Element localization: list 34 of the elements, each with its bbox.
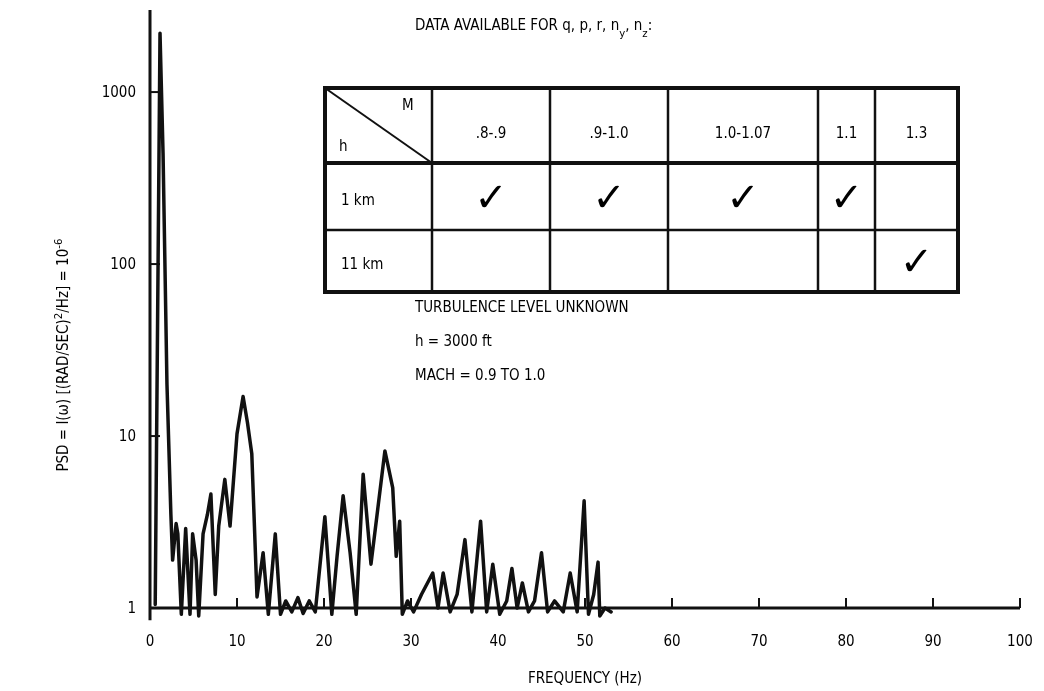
y-tick-label: 10 [118, 427, 136, 446]
category-label: 1 km [341, 190, 375, 209]
y-tick-label: 100 [110, 255, 136, 274]
x-tick-label: 50 [576, 632, 594, 651]
x-tick-label: 20 [315, 632, 333, 651]
category-label: .8-.9 [475, 123, 507, 142]
x-tick-label: 30 [402, 632, 420, 651]
y-tick-label: 1 [127, 599, 136, 618]
category-label: 11 km [341, 255, 384, 273]
x-tick-label: 40 [489, 632, 507, 651]
text: M [402, 96, 414, 114]
category-label: .9-1.0 [589, 123, 629, 142]
category-label: 1.1 [835, 123, 858, 142]
text: ✓ [474, 173, 508, 220]
y-tick-label: 1000 [101, 83, 136, 102]
category-label: 1.0-1.07 [714, 123, 772, 142]
x-axis-title: FREQUENCY (Hz) [527, 669, 643, 687]
annotation: h = 3000 ft [415, 332, 492, 350]
x-tick-label: 90 [924, 632, 942, 651]
text: ✓ [726, 173, 760, 220]
category-label: 1.3 [905, 123, 928, 142]
text: h [339, 137, 348, 155]
x-tick-label: 70 [750, 632, 768, 651]
x-tick-label: 60 [663, 632, 681, 651]
annotation: MACH = 0.9 TO 1.0 [415, 366, 546, 384]
x-tick-label: 0 [145, 632, 155, 651]
text: ✓ [899, 238, 934, 284]
text: ✓ [829, 173, 864, 220]
x-tick-label: 10 [228, 632, 246, 651]
x-tick-label: 100 [1007, 632, 1033, 651]
x-tick-label: 80 [837, 632, 855, 651]
annotation: TURBULENCE LEVEL UNKNOWN [414, 298, 629, 316]
text: DATA AVAILABLE FOR q, p, r, n$_{y}$, n$_{z}$: [415, 16, 653, 40]
text: ✓ [592, 173, 626, 220]
